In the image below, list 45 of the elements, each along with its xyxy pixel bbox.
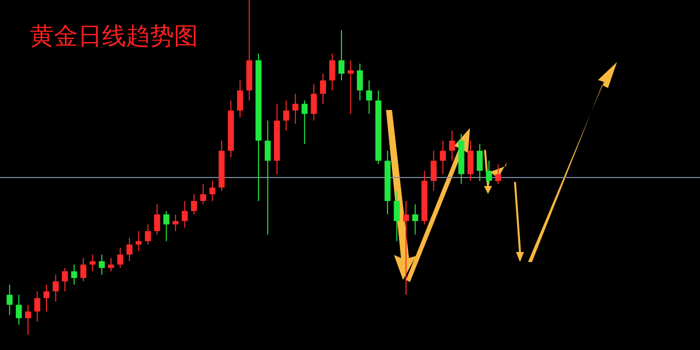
candlestick — [366, 80, 372, 114]
candlestick — [440, 140, 446, 175]
candlestick — [338, 30, 344, 81]
candlestick — [90, 254, 96, 272]
candlestick — [412, 204, 418, 235]
candlestick — [62, 267, 68, 292]
candlestick — [117, 247, 124, 268]
candlestick — [43, 284, 50, 312]
candlestick — [172, 214, 179, 232]
candlestick — [16, 294, 22, 326]
candlestick — [348, 60, 354, 114]
candlestick — [34, 290, 40, 322]
candlestick — [108, 257, 114, 272]
candlestick — [430, 150, 437, 192]
candlestick — [449, 130, 456, 162]
candlestick — [136, 230, 142, 252]
candlestick — [237, 80, 244, 118]
candlestick — [52, 274, 59, 302]
candlestick — [6, 284, 13, 316]
text: 黄金日线趋势图 — [30, 21, 198, 52]
candlestick — [394, 190, 400, 242]
candlestick — [200, 184, 206, 205]
candlestick — [209, 180, 216, 202]
candlestick — [310, 83, 317, 122]
candlestick — [25, 304, 32, 336]
candlestick — [154, 204, 160, 235]
candlestick — [302, 100, 308, 145]
candlestick — [71, 264, 78, 286]
candlestick — [126, 237, 132, 262]
candlestick — [264, 120, 271, 235]
candlestick — [356, 63, 363, 101]
candlestick — [98, 254, 105, 276]
candlestick — [320, 73, 326, 104]
candlestick — [182, 200, 188, 228]
candlestick — [144, 224, 151, 245]
candlestick — [292, 93, 298, 124]
candlestick — [283, 100, 290, 132]
candlestick — [495, 164, 502, 185]
candlestick — [468, 140, 474, 182]
candlestick — [190, 194, 197, 215]
candlestick — [163, 210, 170, 242]
candlestick — [402, 200, 409, 296]
candlestick — [329, 53, 336, 91]
candlestick — [80, 257, 86, 282]
candlestick — [476, 144, 483, 182]
